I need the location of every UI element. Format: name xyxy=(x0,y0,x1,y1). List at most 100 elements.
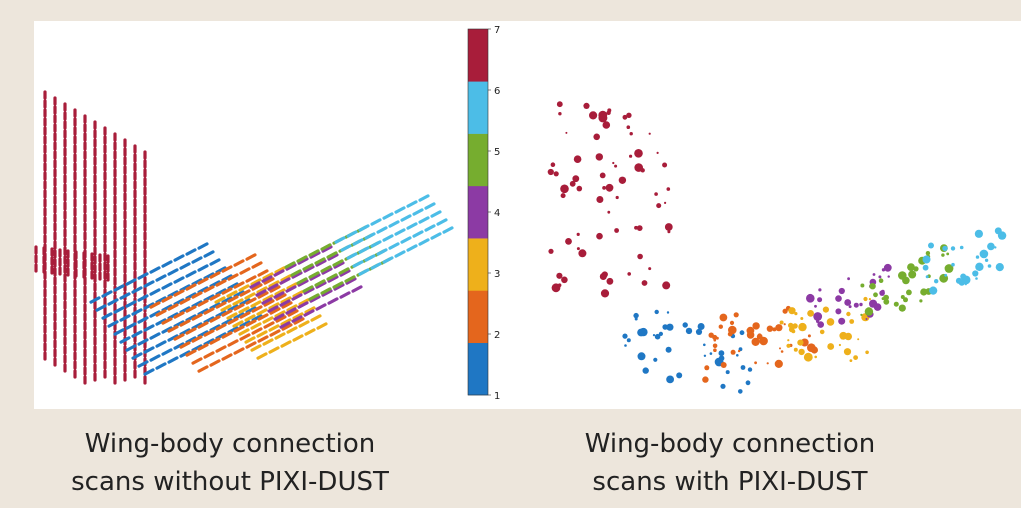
scan-mark-3 xyxy=(286,326,298,334)
scan-dot-7 xyxy=(599,273,607,280)
scan-mark-1 xyxy=(227,304,239,312)
scan-mark-4 xyxy=(273,291,285,299)
scan-dot-3 xyxy=(779,320,784,325)
scan-mark-2 xyxy=(209,315,221,323)
scan-dot-7 xyxy=(583,102,590,109)
scan-mark-2 xyxy=(269,329,281,337)
scan-mark-3 xyxy=(280,340,292,348)
scan-mark-2 xyxy=(191,291,203,299)
caption-right-line1: Wing-body connection xyxy=(584,429,876,459)
scan-mark-3 xyxy=(274,332,286,340)
scan-dot-1 xyxy=(624,344,627,347)
scan-dot-2 xyxy=(719,313,728,322)
scan-mark-1 xyxy=(221,296,233,304)
scan-mark-2 xyxy=(179,319,191,327)
colorbar-band-2 xyxy=(468,290,488,344)
scan-mark-2 xyxy=(173,289,185,297)
scan-dot-7 xyxy=(634,163,643,172)
scan-mark-2 xyxy=(185,305,197,313)
caption-left-line2: scans without PIXI-DUST xyxy=(71,467,389,497)
scan-dot-5 xyxy=(893,301,899,307)
scan-dot-6 xyxy=(994,246,997,249)
scan-mark-2 xyxy=(227,317,239,325)
scan-mark-1 xyxy=(167,290,179,298)
scan-mark-3 xyxy=(232,298,244,306)
scan-mark-1 xyxy=(233,312,245,320)
scan-mark-1 xyxy=(215,310,227,318)
scan-dot-2 xyxy=(775,324,783,332)
scan-mark-2 xyxy=(191,357,203,365)
scan-mark-2 xyxy=(275,293,287,301)
scan-mark-3 xyxy=(226,290,238,298)
scan-dot-2 xyxy=(712,343,718,349)
scan-mark-5 xyxy=(296,255,308,263)
scan-mark-5 xyxy=(332,259,344,267)
scan-mark-3 xyxy=(310,314,322,322)
scan-mark-2 xyxy=(233,259,245,267)
scan-mark-4 xyxy=(309,295,321,303)
scan-dot-7 xyxy=(602,121,611,129)
scan-mark-2 xyxy=(233,325,245,333)
scan-dot-3 xyxy=(786,343,791,348)
scan-mark-2 xyxy=(239,311,251,319)
scan-mark-2 xyxy=(155,309,167,317)
scan-dot-7 xyxy=(589,111,598,120)
scan-dot-1 xyxy=(642,367,649,374)
scan-dot-7 xyxy=(578,249,587,258)
scan-mark-4 xyxy=(321,267,333,275)
scan-dot-2 xyxy=(754,361,757,365)
scan-dot-1 xyxy=(703,354,707,357)
scan-dot-4 xyxy=(817,321,824,328)
scan-dot-3 xyxy=(846,311,851,317)
scan-mark-2 xyxy=(239,333,251,341)
scan-mark-1 xyxy=(233,290,245,298)
scan-mark-1 xyxy=(191,278,203,286)
scan-dot-6 xyxy=(929,286,938,295)
scan-mark-3 xyxy=(256,330,268,338)
scan-mark-2 xyxy=(233,347,245,355)
scan-mark-1 xyxy=(191,322,203,330)
scan-dot-7 xyxy=(656,151,659,154)
scan-mark-3 xyxy=(292,312,304,320)
scan-dot-5 xyxy=(900,295,905,299)
scan-dot-7 xyxy=(548,248,554,254)
scan-mark-2 xyxy=(245,275,257,283)
scan-dot-5 xyxy=(907,263,915,271)
scan-dot-7 xyxy=(556,272,563,279)
scan-dot-3 xyxy=(807,310,814,317)
scan-dot-4 xyxy=(814,304,817,308)
scan-dot-6 xyxy=(922,255,931,264)
scan-mark-6 xyxy=(352,260,364,268)
scan-mark-5 xyxy=(314,257,326,265)
colorbar-tick-label-4: 4 xyxy=(494,208,500,219)
scan-dot-7 xyxy=(627,272,631,276)
scan-mark-2 xyxy=(251,283,263,291)
scan-mark-1 xyxy=(215,288,227,296)
scan-mark-6 xyxy=(370,240,382,248)
scan-mark-4 xyxy=(321,289,333,297)
caption-left-line1: Wing-body connection xyxy=(84,429,376,459)
scan-dot-6 xyxy=(959,245,964,250)
scan-mark-1 xyxy=(221,274,233,282)
scan-dot-7 xyxy=(626,125,631,129)
scan-dot-7 xyxy=(556,101,563,108)
scan-mark-1 xyxy=(143,346,155,354)
scan-dot-1 xyxy=(703,343,706,347)
scan-mark-1 xyxy=(179,284,191,292)
caption-with-pixi-dust: Wing-body connection scans with PIXI-DUS… xyxy=(540,425,920,501)
scan-dot-7 xyxy=(662,281,671,290)
scan-mark-3 xyxy=(316,322,328,330)
scan-dot-7 xyxy=(629,132,633,136)
scan-mark-1 xyxy=(161,348,173,356)
scan-dot-7 xyxy=(560,184,569,194)
scan-mark-2 xyxy=(257,291,269,299)
scan-mark-3 xyxy=(238,306,250,314)
scan-mark-4 xyxy=(303,265,315,273)
scan-dot-4 xyxy=(878,275,882,279)
scan-mark-1 xyxy=(149,310,161,318)
scan-mark-5 xyxy=(314,279,326,287)
scan-dot-5 xyxy=(898,271,907,280)
scan-dot-6 xyxy=(984,258,989,262)
scan-mark-2 xyxy=(233,303,245,311)
